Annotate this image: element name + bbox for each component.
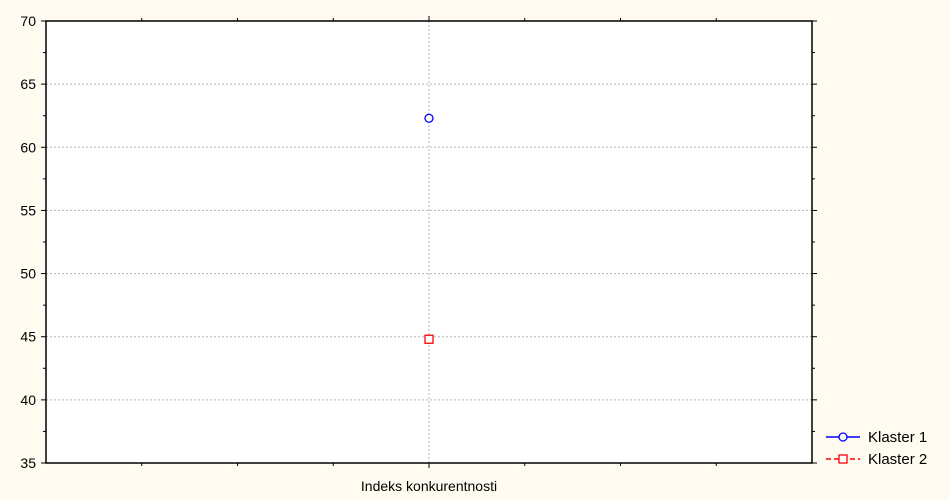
series-2-point bbox=[424, 334, 434, 344]
data-points bbox=[424, 113, 434, 344]
x-tick-label: Indeks konkurentnosti bbox=[361, 478, 497, 494]
legend-marker bbox=[838, 432, 848, 442]
y-tick-label: 35 bbox=[20, 455, 36, 471]
legend: Klaster 1 Klaster 2 bbox=[826, 429, 927, 468]
legend-item: Klaster 2 bbox=[826, 451, 927, 468]
legend-label: Klaster 2 bbox=[868, 451, 927, 468]
grid bbox=[46, 21, 812, 463]
y-tick-label: 45 bbox=[20, 329, 36, 345]
series-1-point bbox=[424, 113, 434, 123]
y-axis: 35 40 45 50 55 60 65 70 bbox=[20, 13, 817, 471]
legend-item: Klaster 1 bbox=[826, 429, 927, 446]
y-tick-label: 50 bbox=[20, 266, 36, 282]
plot-frame bbox=[45, 20, 813, 464]
y-tick-label: 55 bbox=[20, 202, 36, 218]
y-tick-label: 40 bbox=[20, 392, 36, 408]
legend-label: Klaster 1 bbox=[868, 429, 927, 446]
y-tick-label: 60 bbox=[20, 139, 36, 155]
y-tick-label: 65 bbox=[20, 76, 36, 92]
legend-marker bbox=[838, 454, 848, 464]
y-tick-label: 70 bbox=[20, 13, 36, 29]
